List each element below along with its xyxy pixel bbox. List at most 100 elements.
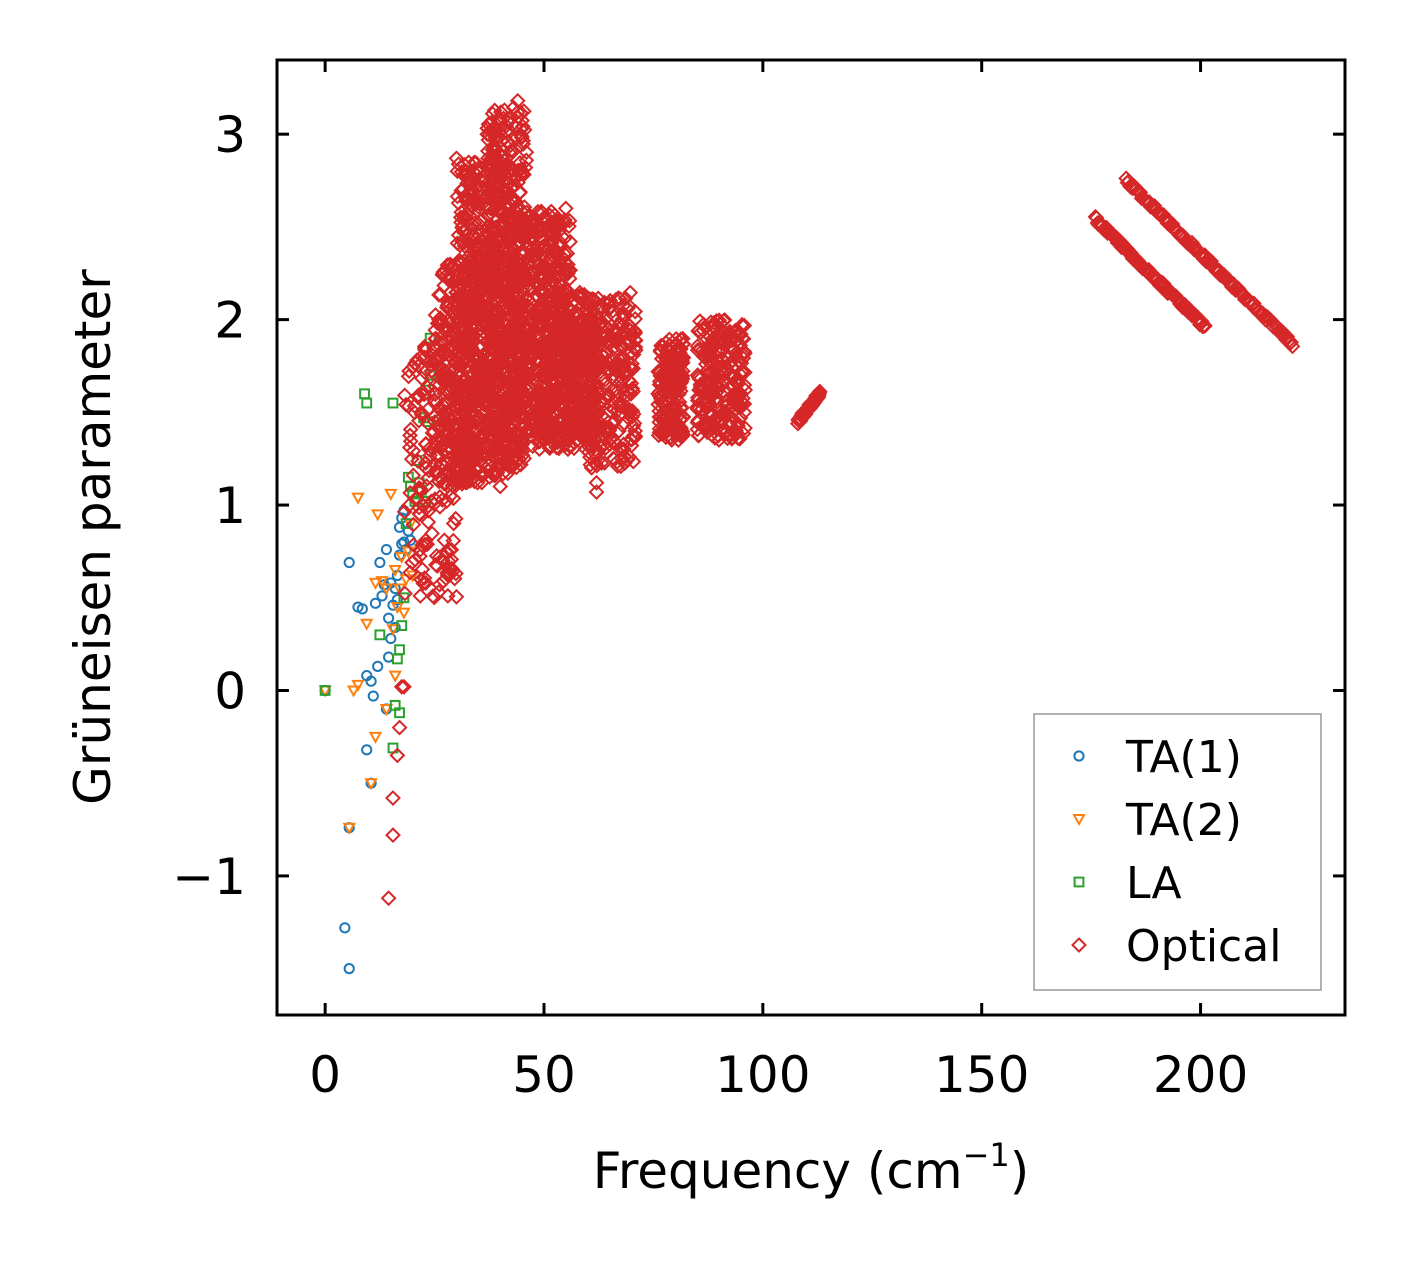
data-point (544, 342, 561, 359)
data-point (580, 444, 597, 460)
plot-area (318, 92, 1301, 975)
data-point (552, 391, 569, 407)
y-tick-label: 0 (214, 662, 246, 720)
data-point (356, 603, 368, 615)
data-point (672, 383, 689, 399)
data-point (1284, 338, 1301, 355)
data-point (435, 405, 452, 422)
data-point (527, 213, 544, 230)
data-point (484, 262, 501, 279)
data-point (588, 474, 605, 491)
data-point (590, 290, 607, 307)
data-point (587, 418, 604, 435)
data-point (403, 451, 420, 468)
data-point (735, 346, 751, 363)
data-point (467, 285, 484, 302)
data-point (659, 340, 676, 356)
data-point (553, 318, 570, 335)
data-point (722, 425, 738, 442)
data-point (412, 542, 429, 558)
data-point (436, 319, 452, 335)
data-point (417, 455, 434, 471)
data-point (449, 288, 466, 305)
axes-frame (275, 58, 1347, 1017)
data-point (512, 316, 528, 333)
data-point (602, 328, 619, 345)
data-point (449, 472, 466, 489)
data-point (541, 293, 557, 310)
data-point (532, 230, 548, 247)
data-point (614, 405, 631, 422)
x-tick-label: 150 (934, 1046, 1029, 1104)
data-point (471, 164, 488, 181)
data-point (703, 314, 719, 331)
data-point (448, 150, 465, 167)
data-point (484, 296, 501, 312)
data-point (513, 407, 530, 424)
data-point (460, 266, 477, 283)
data-point (430, 348, 447, 364)
data-point (597, 371, 614, 388)
data-point (568, 390, 584, 406)
data-point (379, 704, 394, 717)
data-point (506, 256, 523, 273)
data-point (490, 305, 507, 322)
data-point (483, 411, 500, 428)
data-point (406, 398, 423, 414)
data-point (515, 136, 532, 152)
data-point (413, 406, 430, 423)
data-point (370, 509, 385, 522)
data-point (396, 678, 412, 695)
data-point (448, 431, 465, 448)
data-point (571, 284, 588, 301)
y-tick-label: 2 (214, 292, 246, 350)
data-point (393, 678, 410, 695)
data-point (513, 361, 530, 378)
data-point (466, 218, 483, 235)
x-axis-label-text: Frequency (cm (593, 1142, 963, 1200)
data-point (611, 395, 628, 412)
data-point (627, 303, 644, 320)
data-point (467, 435, 484, 452)
data-point (372, 660, 384, 672)
data-point (351, 492, 365, 505)
data-point (736, 404, 753, 421)
data-point (476, 324, 492, 341)
data-point (429, 353, 446, 369)
data-point (658, 352, 675, 369)
data-point (496, 343, 513, 359)
data-point (559, 431, 576, 448)
data-point (405, 516, 422, 533)
data-point (583, 459, 600, 476)
data-point (414, 537, 430, 554)
data-point (532, 386, 549, 403)
data-point (412, 588, 429, 604)
data-point (479, 218, 496, 235)
data-point (581, 364, 598, 381)
data-point (539, 219, 556, 235)
data-point (527, 220, 544, 237)
data-point (452, 209, 469, 226)
data-point (413, 370, 430, 387)
data-point (583, 331, 600, 348)
data-point (606, 451, 622, 467)
data-point (513, 128, 530, 145)
data-point (485, 419, 502, 436)
data-point (427, 352, 444, 369)
data-point (466, 238, 483, 255)
legend-marker-3 (1073, 876, 1085, 888)
data-point (420, 514, 437, 530)
data-point (624, 355, 640, 372)
data-point (385, 632, 397, 645)
data-point (736, 377, 753, 393)
data-point (428, 464, 445, 481)
data-point (365, 675, 377, 687)
data-point (664, 373, 681, 389)
data-point (692, 324, 709, 341)
data-point (518, 152, 535, 169)
data-point (439, 299, 456, 315)
legend: TA(1) TA(2) LA Optical (1033, 713, 1322, 991)
data-point (405, 570, 420, 583)
data-point (561, 212, 578, 229)
